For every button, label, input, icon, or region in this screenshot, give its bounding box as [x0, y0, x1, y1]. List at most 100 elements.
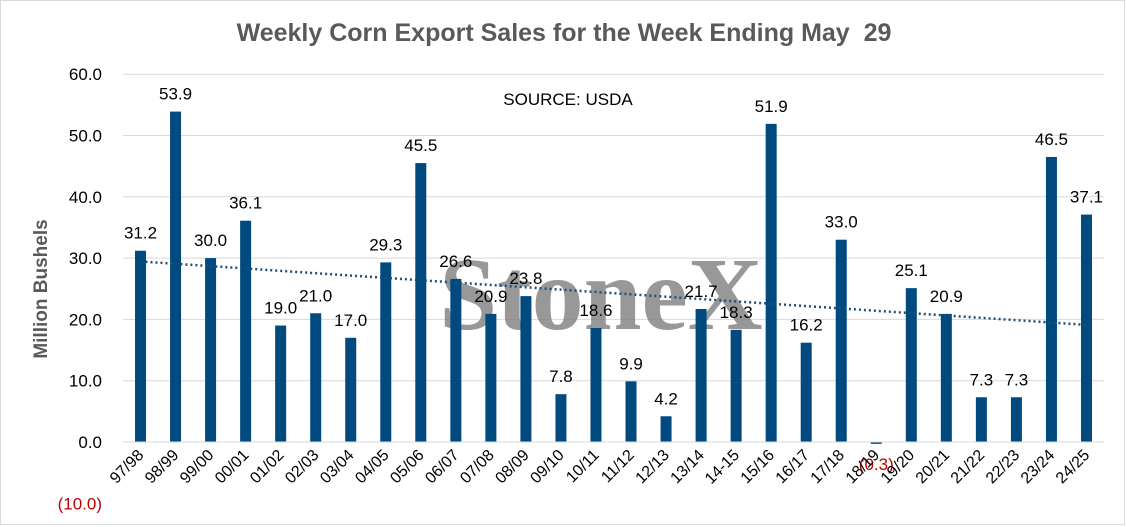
data-label: 53.9: [159, 85, 192, 104]
data-label: 7.8: [549, 367, 573, 386]
x-tick-label: 99/00: [177, 447, 217, 487]
bar-22-23: [1010, 397, 1022, 442]
bar-08-09: [520, 296, 532, 442]
y-tick-label: 50.0: [69, 127, 102, 146]
y-tick-label: 60.0: [69, 65, 102, 84]
data-label: 17.0: [334, 311, 367, 330]
x-tick-label: 08/09: [492, 447, 532, 487]
data-label: 46.5: [1035, 130, 1068, 149]
data-labels: 31.2 53.9 30.036.1 19.021.017.0 29.3 45.5 26.6…: [124, 85, 1103, 474]
y-tick-label: 30.0: [69, 249, 102, 268]
bar-19-20: [905, 288, 917, 442]
data-label: 33.0: [825, 213, 858, 232]
data-label: 7.3: [1005, 370, 1029, 389]
data-label: 30.0: [194, 231, 227, 250]
y-tick-label: 20.0: [69, 310, 102, 329]
data-label: 4.2: [654, 389, 678, 408]
x-tick-label: 06/07: [422, 447, 462, 487]
x-tick-label: 97/98: [107, 447, 147, 487]
data-label: 16.2: [790, 316, 823, 335]
bar-02-03: [310, 313, 322, 442]
y-axis-ticks: (10.0) 0.0 10.0 20.0 30.0 40.0 50.0 60.0: [58, 65, 102, 513]
data-label: 21.0: [299, 286, 332, 305]
bar-97-98: [135, 250, 147, 442]
x-tick-label: 03/04: [317, 447, 357, 487]
x-tick-label: 11/12: [598, 447, 638, 487]
bar-23-24: [1045, 156, 1057, 442]
x-tick-label: 01/02: [247, 447, 287, 487]
x-tick-label: 12/13: [633, 447, 673, 487]
data-label: 9.9: [619, 354, 643, 373]
x-tick-label: 21/22: [948, 447, 988, 487]
bar-00-01: [240, 220, 252, 442]
bar-10-11: [590, 327, 602, 442]
data-label: 19.0: [264, 299, 297, 318]
x-tick-label: 17/18: [808, 447, 848, 487]
x-tick-label: 15/16: [738, 447, 778, 487]
bar-04-05: [380, 262, 392, 442]
bar-15-16: [765, 123, 777, 442]
x-tick-label: 04/05: [352, 447, 392, 487]
bar-01-02: [275, 325, 287, 442]
data-label: 36.1: [229, 194, 262, 213]
bar-24-25: [1080, 214, 1092, 442]
trendline: [140, 260, 1087, 327]
data-label: 20.9: [930, 287, 963, 306]
x-tick-label: 10/11: [563, 447, 603, 487]
data-label: 18.3: [720, 303, 753, 322]
x-axis-ticks: 97/9898/9999/0000/0101/0202/0303/0404/05…: [107, 447, 1093, 488]
chart-title: Weekly Corn Export Sales for the Week En…: [237, 19, 892, 47]
data-label: 25.1: [895, 261, 928, 280]
data-label: 21.7: [685, 282, 718, 301]
x-tick-label: 20/21: [913, 447, 953, 487]
bar-03-04: [345, 337, 357, 442]
x-tick-label: 22/23: [983, 447, 1023, 487]
x-tick-label: 02/03: [282, 447, 322, 487]
bar-99-00: [205, 258, 217, 442]
y-tick-label: 40.0: [69, 188, 102, 207]
bar-16-17: [800, 342, 812, 442]
x-tick-label: 13/14: [668, 447, 708, 487]
y-tick-label: 10.0: [69, 372, 102, 391]
source-note: SOURCE: USDA: [503, 90, 633, 109]
bar-13-14: [695, 308, 707, 442]
y-tick-label: (10.0): [58, 494, 102, 513]
bar-14-15: [730, 329, 742, 442]
data-label: 37.1: [1070, 188, 1103, 207]
data-label: 51.9: [755, 97, 788, 116]
x-tick-label: 98/99: [142, 447, 182, 487]
x-tick-label: 09/10: [527, 447, 567, 487]
data-label: (0.3): [859, 455, 894, 474]
y-tick-label: 0.0: [78, 433, 102, 452]
bar-21-22: [975, 397, 987, 442]
y-axis-label: Million Bushels: [31, 219, 52, 358]
bar-09-10: [555, 394, 567, 442]
gridlines: [123, 73, 1104, 382]
x-tick-label: 23/24: [1018, 447, 1058, 487]
bar-06-07: [450, 278, 462, 442]
data-label: 29.3: [369, 235, 402, 254]
x-tick-label: 07/08: [457, 447, 497, 487]
x-tick-label: 00/01: [212, 447, 252, 487]
x-tick-label: 05/06: [387, 447, 427, 487]
bar-07-08: [485, 313, 497, 442]
bar-98-99: [170, 111, 182, 442]
bar-20-21: [940, 313, 952, 442]
bar-series: [135, 111, 1092, 444]
x-tick-label: 14-15: [702, 447, 743, 488]
bar-12-13: [660, 416, 672, 442]
bar-05-06: [415, 163, 427, 442]
data-label: 26.6: [439, 252, 472, 271]
data-label: 31.2: [124, 224, 157, 243]
x-tick-label: 16/17: [773, 447, 813, 487]
data-label: 20.9: [474, 287, 507, 306]
bar-18-19: [870, 442, 882, 444]
bar-11-12: [625, 381, 637, 442]
data-label: 23.8: [509, 269, 542, 288]
data-label: 7.3: [970, 370, 994, 389]
data-label: 45.5: [404, 136, 437, 155]
bar-17-18: [835, 239, 847, 442]
x-tick-label: 24/25: [1053, 447, 1093, 487]
